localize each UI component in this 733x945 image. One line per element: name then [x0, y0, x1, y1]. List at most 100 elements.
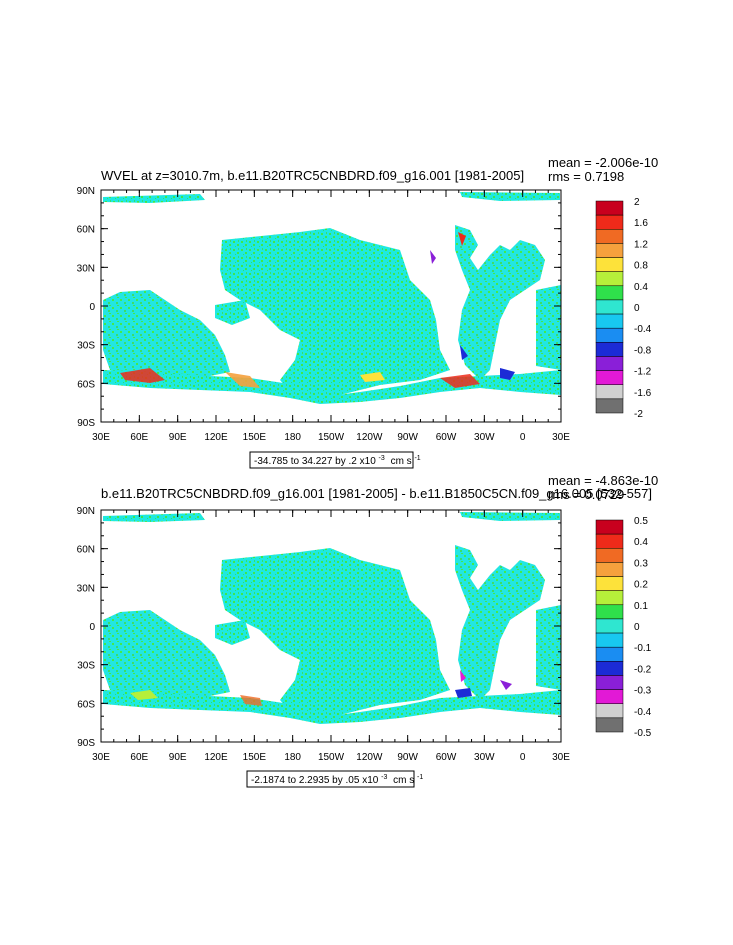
- panel-2-lon-label: 60W: [436, 752, 457, 763]
- panel-2-lon-label: 150E: [243, 752, 267, 763]
- panel-2-lon-label: 120W: [356, 752, 383, 763]
- panel-2-lat-label: 90N: [77, 506, 95, 517]
- colorbar-label: 0: [634, 303, 640, 314]
- panel-1-lon-label: 60E: [130, 432, 148, 443]
- panel-2-range-text: -2.1874 to 2.2935 by .05 x10: [251, 775, 379, 786]
- panel-2-lon-label: 60E: [130, 752, 148, 763]
- colorbar-swatch: [595, 519, 624, 535]
- panel-1-title: WVEL at z=3010.7m, b.e11.B20TRC5CNBDRD.f…: [101, 168, 524, 183]
- colorbar-swatch: [595, 398, 624, 414]
- colorbar-swatch: [595, 356, 624, 371]
- colorbar-swatch: [595, 689, 624, 704]
- panel-1-lon-label: 150E: [243, 432, 267, 443]
- colorbar-swatch: [595, 285, 624, 301]
- colorbar-label: 0: [634, 622, 640, 633]
- panel-2-map-frame: 90N 60N 30N 0 30S 60S 90S 30E 60E 90E 120E 150E 180…: [77, 506, 571, 763]
- panel-2-lon-label: 30W: [474, 752, 495, 763]
- colorbar-label: 0.4: [634, 537, 648, 548]
- colorbar-label: -0.1: [634, 643, 652, 654]
- panel-1-lat-label: 30N: [77, 263, 95, 274]
- panel-2-range-box: -2.1874 to 2.2935 by .05 x10 -3 cm s -1: [246, 770, 423, 788]
- panel-1-range-exp: -3: [379, 455, 385, 462]
- panel-1-mean: mean = -2.006e-10: [548, 155, 658, 170]
- colorbar-label: -0.4: [634, 707, 652, 718]
- colorbar-swatch: [595, 661, 624, 676]
- panel-2-colorbar: 0.5 0.4 0.3 0.2 0.1 0 -0.1 -0.2 -0.3 -0.4 -0.5: [595, 516, 652, 739]
- colorbar-label: 0.8: [634, 261, 648, 272]
- colorbar-label: 0.4: [634, 282, 648, 293]
- colorbar-swatch: [595, 533, 624, 549]
- colorbar-swatch: [595, 271, 624, 287]
- panel-1-lon-label: 120E: [204, 432, 228, 443]
- panel-2-rms: rms = 0.0729: [548, 487, 624, 502]
- panel-1-lon-label: 150W: [318, 432, 345, 443]
- colorbar-label: 1.2: [634, 239, 648, 250]
- colorbar-label: 1.6: [634, 218, 648, 229]
- panel-2-lon-label: 30E: [552, 752, 570, 763]
- panel-2-map-field: [103, 512, 561, 724]
- panel-1-range-text: -34.785 to 34.227 by .2 x10: [254, 456, 376, 467]
- panel-1-anomaly-marks: [120, 232, 515, 388]
- panel-2-lon-label: 120E: [204, 752, 228, 763]
- panel-2-lat-label: 30N: [77, 583, 95, 594]
- colorbar-label: 2: [634, 197, 640, 208]
- panel-2-lon-label: 0: [520, 752, 526, 763]
- colorbar-label: -0.5: [634, 728, 652, 739]
- colorbar-label: -2: [634, 409, 643, 420]
- panel-2-lat-label: 0: [89, 622, 95, 633]
- panel-1-colorbar: 2 1.6 1.2 0.8 0.4 0 -0.4 -0.8 -1.2 -1.6 -2: [595, 197, 652, 420]
- colorbar-swatch: [595, 243, 624, 258]
- panel-1-lat-label: 30S: [77, 341, 95, 352]
- panel-1-lat-label: 60S: [77, 379, 95, 390]
- colorbar-swatch: [595, 200, 624, 216]
- colorbar-label: -1.2: [634, 367, 652, 378]
- panel-2-anomaly-marks: [130, 670, 512, 706]
- panel-2-lat-labels: 90N 60N 30N 0 30S 60S 90S: [77, 506, 96, 749]
- panel-2-lon-label: 90E: [169, 752, 187, 763]
- panel-1: WVEL at z=3010.7m, b.e11.B20TRC5CNBDRD.f…: [77, 155, 658, 469]
- panel-1-lon-label: 30E: [92, 432, 110, 443]
- colorbar-label: -0.8: [634, 345, 652, 356]
- colorbar-swatch: [595, 703, 624, 719]
- panel-2-lon-label: 150W: [318, 752, 345, 763]
- colorbar-label: 0.3: [634, 558, 648, 569]
- panel-1-lat-label: 0: [89, 302, 95, 313]
- panel-2-range-unit: cm s: [393, 775, 414, 786]
- panel-1-lon-label: 60W: [436, 432, 457, 443]
- panel-2-lon-label: 90W: [397, 752, 418, 763]
- panel-1-range-unit-exp: -1: [414, 455, 420, 462]
- colorbar-swatch: [595, 675, 624, 690]
- panel-1-map-field: [103, 192, 561, 404]
- colorbar-swatch: [595, 632, 624, 648]
- colorbar-swatch: [595, 229, 624, 244]
- colorbar-swatch: [595, 327, 624, 343]
- panel-1-lon-label: 90W: [397, 432, 418, 443]
- panel-1-range-unit: cm s: [391, 456, 412, 467]
- panel-2-lon-label: 180: [284, 752, 301, 763]
- colorbar-swatch: [595, 370, 624, 385]
- colorbar-swatch: [595, 562, 624, 577]
- colorbar-swatch: [595, 384, 624, 400]
- panel-1-lat-label: 60N: [77, 225, 95, 236]
- panel-2: b.e11.B20TRC5CNBDRD.f09_g16.001 [1981-20…: [77, 473, 658, 788]
- colorbar-label: -0.4: [634, 324, 652, 335]
- colorbar-swatch: [595, 618, 624, 634]
- panel-2-title: b.e11.B20TRC5CNBDRD.f09_g16.001 [1981-20…: [101, 486, 652, 501]
- panel-1-lon-label: 30E: [552, 432, 570, 443]
- panel-2-lon-label: 30E: [92, 752, 110, 763]
- panel-1-lon-label: 120W: [356, 432, 383, 443]
- panel-1-range-box: -34.785 to 34.227 by .2 x10 -3 cm s -1: [249, 451, 421, 469]
- colorbar-swatch: [595, 717, 624, 733]
- panel-2-range-unit-exp: -1: [417, 774, 423, 781]
- colorbar-swatch: [595, 313, 624, 329]
- colorbar-label: 0.2: [634, 580, 648, 591]
- svg-text:-2.1874 to 2.2935 by .05 x10: -2.1874 to 2.2935 by .05 x10 -3 cm s -1: [251, 771, 423, 786]
- panel-2-lat-label: 60S: [77, 699, 95, 710]
- panel-2-mean: mean = -4.863e-10: [548, 473, 658, 488]
- colorbar-swatch: [595, 604, 624, 620]
- panel-1-lat-label: 90N: [77, 186, 95, 197]
- colorbar-label: -1.6: [634, 388, 652, 399]
- panel-2-lat-label: 90S: [77, 738, 95, 749]
- colorbar-label: 0.1: [634, 601, 648, 612]
